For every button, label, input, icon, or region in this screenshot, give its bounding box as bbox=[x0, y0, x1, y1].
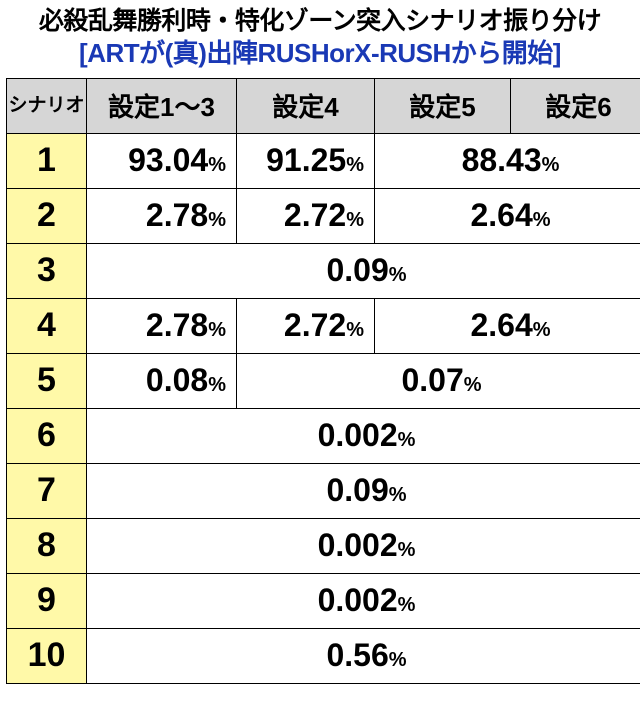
cell-value: 2.78% bbox=[87, 188, 237, 243]
table-row: 9 0.002% bbox=[7, 573, 640, 628]
scenario-table: シナリオ 設定1〜3 設定4 設定5 設定6 1 93.04% 91.25% 8… bbox=[6, 78, 640, 684]
cell-value: 0.002% bbox=[87, 573, 640, 628]
row-label: 3 bbox=[7, 243, 87, 298]
cell-value: 0.56% bbox=[87, 628, 640, 683]
row-label: 10 bbox=[7, 628, 87, 683]
cell-value: 88.43% bbox=[375, 133, 640, 188]
row-label: 9 bbox=[7, 573, 87, 628]
table-row: 10 0.56% bbox=[7, 628, 640, 683]
table-subtitle: [ARTが(真)出陣RUSHorX-RUSHから開始] bbox=[6, 37, 634, 70]
table-row: 6 0.002% bbox=[7, 408, 640, 463]
row-label: 7 bbox=[7, 463, 87, 518]
table-row: 5 0.08% 0.07% bbox=[7, 353, 640, 408]
cell-value: 0.07% bbox=[237, 353, 640, 408]
table-row: 1 93.04% 91.25% 88.43% bbox=[7, 133, 640, 188]
row-label: 8 bbox=[7, 518, 87, 573]
cell-value: 0.09% bbox=[87, 243, 640, 298]
header-setting-1-3: 設定1〜3 bbox=[87, 78, 237, 133]
cell-value: 2.78% bbox=[87, 298, 237, 353]
table-row: 7 0.09% bbox=[7, 463, 640, 518]
header-setting-4: 設定4 bbox=[237, 78, 375, 133]
table-row: 2 2.78% 2.72% 2.64% bbox=[7, 188, 640, 243]
table-row: 8 0.002% bbox=[7, 518, 640, 573]
header-setting-5: 設定5 bbox=[375, 78, 511, 133]
table-title: 必殺乱舞勝利時・特化ゾーン突入シナリオ振り分け bbox=[6, 6, 634, 37]
row-label: 2 bbox=[7, 188, 87, 243]
row-label: 4 bbox=[7, 298, 87, 353]
row-label: 5 bbox=[7, 353, 87, 408]
cell-value: 2.72% bbox=[237, 188, 375, 243]
cell-value: 0.09% bbox=[87, 463, 640, 518]
header-scenario: シナリオ bbox=[7, 78, 87, 133]
row-label: 1 bbox=[7, 133, 87, 188]
cell-value: 93.04% bbox=[87, 133, 237, 188]
cell-value: 0.08% bbox=[87, 353, 237, 408]
cell-value: 2.64% bbox=[375, 188, 640, 243]
cell-value: 2.72% bbox=[237, 298, 375, 353]
cell-value: 2.64% bbox=[375, 298, 640, 353]
cell-value: 0.002% bbox=[87, 518, 640, 573]
header-row: シナリオ 設定1〜3 設定4 設定5 設定6 bbox=[7, 78, 640, 133]
table-row: 4 2.78% 2.72% 2.64% bbox=[7, 298, 640, 353]
cell-value: 91.25% bbox=[237, 133, 375, 188]
cell-value: 0.002% bbox=[87, 408, 640, 463]
header-setting-6: 設定6 bbox=[511, 78, 640, 133]
row-label: 6 bbox=[7, 408, 87, 463]
table-row: 3 0.09% bbox=[7, 243, 640, 298]
